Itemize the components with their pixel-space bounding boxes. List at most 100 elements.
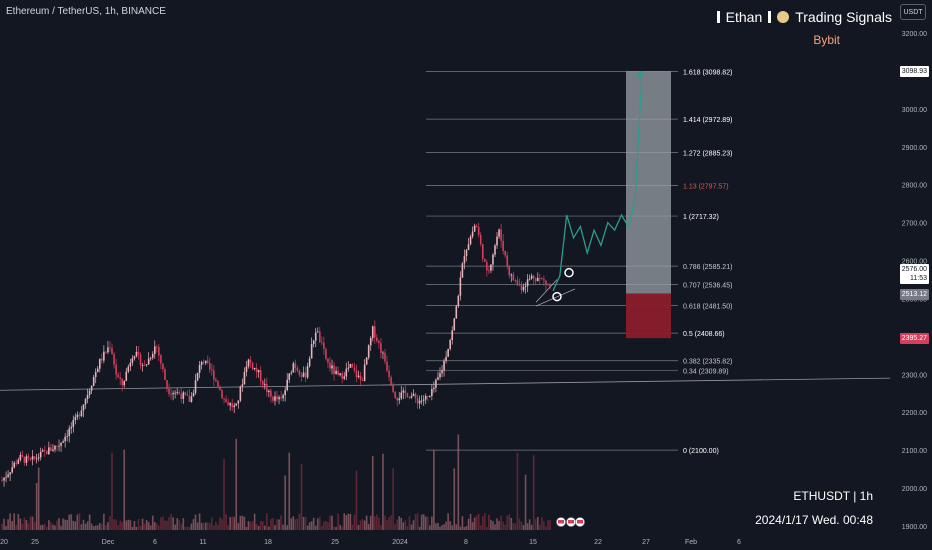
candle-body bbox=[121, 378, 123, 386]
candle-body bbox=[182, 392, 185, 399]
candle-body bbox=[217, 381, 219, 388]
volume-bar bbox=[7, 519, 9, 530]
candle-body bbox=[475, 225, 478, 228]
candle-body bbox=[363, 364, 366, 381]
fib-level-label: 0.382 (2335.82) bbox=[683, 359, 732, 366]
volume-bar bbox=[147, 522, 150, 530]
candle-body bbox=[86, 395, 89, 400]
candle-body bbox=[188, 395, 191, 402]
candle-body bbox=[321, 342, 323, 344]
volume-bar bbox=[479, 525, 482, 530]
candle-body bbox=[257, 370, 260, 373]
volume-bar bbox=[70, 514, 73, 530]
candle-body bbox=[481, 243, 484, 260]
candle-body bbox=[547, 283, 549, 285]
candle-body bbox=[306, 366, 309, 378]
volume-bar bbox=[420, 514, 423, 530]
candle-body bbox=[490, 264, 492, 271]
volume-bar bbox=[310, 521, 313, 530]
candle-body bbox=[243, 371, 246, 385]
fib-level-label: 1.13 (2797.57) bbox=[683, 184, 729, 191]
volume-bar bbox=[512, 523, 515, 530]
candle-body bbox=[90, 386, 93, 391]
volume-bar bbox=[103, 513, 105, 530]
current-price-tag: 2576.00 11:53 bbox=[899, 264, 929, 284]
volume-bar bbox=[339, 524, 341, 530]
candle-body bbox=[255, 367, 258, 373]
event-markers[interactable] bbox=[556, 517, 585, 527]
candle-body bbox=[355, 370, 358, 378]
volume-bar bbox=[217, 524, 219, 530]
volume-bar bbox=[431, 516, 433, 530]
volume-bar bbox=[455, 524, 458, 530]
volume-bar bbox=[494, 524, 496, 530]
x-axis[interactable]: 20 25 Dec 6 11 18 25 2024 8 15 22 27 Feb 6 bbox=[0, 539, 741, 546]
volume-bar bbox=[477, 513, 480, 530]
candle-body bbox=[35, 458, 38, 460]
candle-body bbox=[105, 351, 107, 353]
volume-bar bbox=[447, 513, 449, 530]
candle-body bbox=[58, 445, 60, 447]
candle-body bbox=[524, 286, 527, 287]
candle-body bbox=[11, 467, 13, 473]
candle-body bbox=[314, 332, 317, 341]
volume-bar bbox=[131, 526, 134, 530]
candle-body bbox=[294, 363, 297, 369]
volume-bar bbox=[361, 518, 364, 530]
candle-body bbox=[54, 445, 56, 450]
volume-bar bbox=[92, 526, 95, 530]
volume-bar bbox=[60, 525, 62, 530]
coin-icon bbox=[777, 11, 790, 23]
candle-body bbox=[349, 364, 352, 368]
volume-bar bbox=[543, 521, 545, 530]
volume-bar bbox=[536, 516, 539, 530]
flag-stripe-icon bbox=[568, 520, 574, 524]
volume-bar bbox=[367, 524, 370, 530]
volume-bar bbox=[457, 434, 460, 530]
volume-bar bbox=[151, 515, 154, 530]
volume-bar bbox=[304, 516, 307, 530]
volume-bar bbox=[302, 517, 305, 530]
candle-body bbox=[543, 278, 545, 281]
bar-icon bbox=[768, 11, 772, 23]
candle-body bbox=[310, 344, 313, 359]
fibonacci-layer: 0 (2100.00) 0.34 (2309.89) 0.382 (2335.82)… bbox=[426, 69, 732, 455]
candle-body bbox=[15, 462, 18, 464]
candle-body bbox=[353, 367, 356, 371]
candle-body bbox=[522, 286, 525, 291]
current-price: 2576.00 bbox=[901, 266, 927, 273]
currency-selector[interactable]: USDT bbox=[900, 4, 926, 20]
volume-bar bbox=[294, 519, 297, 530]
volume-bar bbox=[486, 526, 488, 530]
watermark-author: Ethan bbox=[725, 9, 763, 25]
volume-bar bbox=[359, 520, 362, 530]
candle-body bbox=[60, 442, 62, 446]
volume-bar bbox=[243, 516, 246, 530]
volume-bar bbox=[504, 524, 506, 530]
candle-body bbox=[382, 352, 384, 354]
candle-body bbox=[119, 377, 121, 379]
volume-bar bbox=[300, 464, 303, 530]
volume-bar bbox=[139, 526, 142, 530]
candle-body bbox=[447, 348, 449, 357]
volume-bar bbox=[290, 518, 293, 530]
volume-bar bbox=[516, 452, 519, 530]
candle-body bbox=[323, 342, 325, 349]
chart-title: Ethereum / TetherUS, 1h, BINANCE bbox=[6, 6, 166, 17]
volume-bar bbox=[48, 520, 50, 530]
candle-body bbox=[276, 396, 278, 400]
candle-body bbox=[41, 450, 44, 452]
candle-body bbox=[437, 377, 439, 380]
candle-body bbox=[151, 354, 154, 358]
candle-body bbox=[251, 362, 254, 370]
volume-bar bbox=[382, 453, 384, 530]
volume-bar bbox=[149, 525, 152, 530]
volume-bar bbox=[386, 520, 388, 530]
volume-bar bbox=[196, 522, 199, 530]
candle-body bbox=[46, 450, 48, 455]
volume-bar bbox=[41, 524, 44, 530]
volume-bar bbox=[206, 522, 209, 530]
x-tick-label: Dec bbox=[102, 539, 115, 546]
volume-bar bbox=[168, 517, 170, 530]
